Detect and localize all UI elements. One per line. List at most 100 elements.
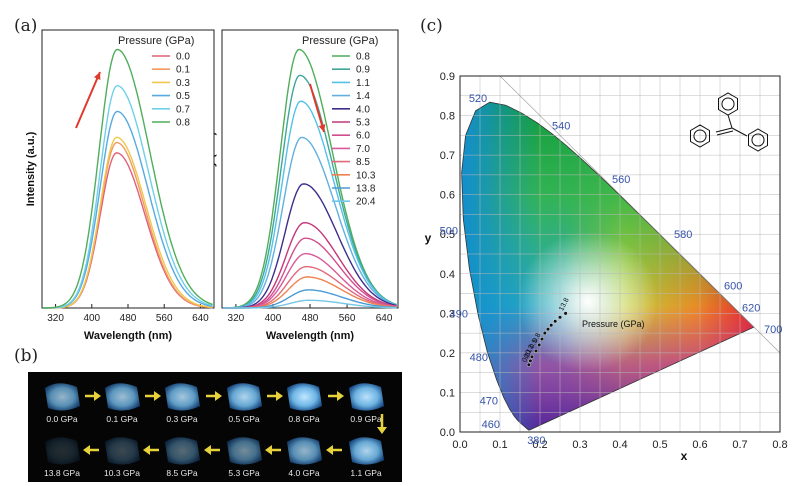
chromaticity-point — [558, 315, 562, 319]
pressure-caption: 0.0 GPa — [46, 414, 77, 424]
x-tick-label: 320 — [228, 313, 245, 324]
spectra-chart-decreasing: 320 400 480 560 640 Wavelength (nm) Intensity … — [214, 20, 400, 345]
gamut-fill — [455, 56, 795, 442]
pressure-caption: 0.9 GPa — [350, 414, 381, 424]
spectrum-curve — [43, 112, 213, 309]
chromaticity-point — [553, 319, 557, 323]
bond — [732, 128, 747, 136]
legend-entry: 0.8 — [176, 118, 190, 129]
legend-entry: 1.4 — [356, 91, 370, 102]
y-tick-label: 0.0 — [440, 427, 455, 439]
x-tick-label: 0.6 — [692, 439, 707, 451]
gamut-layer — [455, 56, 795, 442]
sequence-arrowhead — [83, 445, 90, 455]
pressure-caption: 0.8 GPa — [288, 414, 319, 424]
wavelength-label: 460 — [482, 419, 500, 431]
x-tick-label: 480 — [120, 313, 137, 324]
bond — [728, 115, 732, 128]
legend-entry: 4.0 — [356, 104, 370, 115]
pressure-caption: 10.3 GPa — [104, 468, 140, 478]
x-axis-label: Wavelength (nm) — [84, 330, 173, 342]
x-tick-label: 0.8 — [772, 439, 787, 451]
aromatic-circle — [722, 98, 734, 110]
x-tick-label: 640 — [376, 313, 393, 324]
legend-entry: 0.3 — [176, 78, 190, 89]
x-tick-label: 560 — [339, 313, 356, 324]
chromaticity-point — [543, 331, 547, 335]
x-tick-label: 400 — [265, 313, 282, 324]
legend-entry: 13.8 — [356, 184, 376, 195]
y-tick-label: 0.1 — [440, 387, 455, 399]
wavelength-label: 480 — [470, 352, 488, 364]
x-tick-label: 640 — [192, 313, 209, 324]
crystal-photo — [105, 383, 140, 410]
spectrum-curve — [223, 238, 397, 308]
sequence-arrowhead — [204, 445, 211, 455]
crystal-photo — [165, 383, 200, 410]
legend-entry: 8.5 — [356, 157, 370, 168]
benzene-ring — [719, 93, 738, 115]
y-tick-label: 0.9 — [440, 71, 455, 83]
aromatic-circle — [752, 134, 764, 146]
legend-entry: 0.1 — [176, 65, 190, 76]
sequence-arrowhead — [154, 391, 161, 401]
crystal-photo — [45, 383, 80, 410]
panel-label-b: (b) — [14, 346, 38, 366]
pressure-caption: 0.5 GPa — [228, 414, 259, 424]
y-tick-label: 0.6 — [440, 190, 455, 202]
x-tick-label: 480 — [302, 313, 319, 324]
wavelength-label: 490 — [450, 308, 468, 320]
x-tick-label: 0.5 — [652, 439, 667, 451]
photo-strip: 0.0 GPa 0.1 GPa 0.3 GPa 0.5 GPa 0.8 GPa 0.9 G… — [28, 372, 402, 482]
legend-entry: 10.3 — [356, 170, 376, 181]
wavelength-label: 470 — [480, 395, 498, 407]
x-axis-label: x — [681, 449, 688, 463]
benzene-ring — [749, 129, 768, 151]
sequence-arrowhead — [265, 445, 272, 455]
pressure-caption: 0.3 GPa — [166, 414, 197, 424]
y-axis-label: Intensity (a.u.) — [25, 131, 37, 206]
wavelength-label: 700 — [764, 324, 782, 336]
wavelength-label: 380 — [527, 435, 545, 447]
molecule-structure — [691, 93, 768, 151]
sequence-arrowhead — [337, 391, 344, 401]
spectra-chart-increasing: 320 400 480 560 640 Wavelength (nm) Intensity … — [22, 20, 217, 345]
sequence-arrowhead — [276, 391, 283, 401]
pressure-caption: 8.5 GPa — [166, 468, 197, 478]
legend-entry: 5.3 — [356, 118, 370, 129]
crystal-photo — [349, 383, 384, 410]
x-tick-label: 0.3 — [572, 439, 587, 451]
chromaticity-point — [540, 337, 544, 341]
sequence-arrowhead — [94, 391, 101, 401]
spectrum-curve — [43, 153, 213, 308]
x-tick-label: 0.0 — [452, 439, 467, 451]
spectrum-curve — [223, 223, 397, 308]
chromaticity-point — [546, 327, 550, 331]
pressure-caption: 5.3 GPa — [228, 468, 259, 478]
crystal-photo — [165, 437, 200, 464]
wavelength-label: 540 — [552, 120, 570, 132]
wavelength-label: 620 — [742, 302, 760, 314]
x-tick-label: 320 — [47, 313, 64, 324]
x-tick-label: 0.1 — [492, 439, 507, 451]
legend-title: Pressure (GPa) — [118, 35, 194, 47]
legend-entry: 0.9 — [356, 65, 370, 76]
crystal-photo — [287, 383, 322, 410]
y-tick-label: 0.4 — [440, 269, 455, 281]
y-tick-label: 0.8 — [440, 111, 455, 123]
x-axis-label: Wavelength (nm) — [266, 330, 355, 342]
cie-chromaticity-diagram: 0.0 0.1 0.2 0.3 0.4 0.5 0.6 0.7 0.80.00.10.20.30… — [418, 14, 808, 484]
legend-entry: 0.7 — [176, 104, 190, 115]
sequence-arrowhead — [326, 445, 333, 455]
x-tick-label: 560 — [156, 313, 173, 324]
crystal-photo — [287, 437, 322, 464]
sequence-arrowhead — [377, 427, 387, 434]
y-axis-label: y — [425, 231, 432, 245]
wavelength-label: 560 — [612, 174, 630, 186]
pressure-caption: 0.1 GPa — [106, 414, 137, 424]
pressure-caption: 4.0 GPa — [288, 468, 319, 478]
legend-entry: 7.0 — [356, 144, 370, 155]
y-axis-label: Intensity (a.u.) — [214, 131, 217, 206]
pressure-caption: 13.8 GPa — [44, 468, 80, 478]
trend-arrow — [76, 72, 100, 128]
